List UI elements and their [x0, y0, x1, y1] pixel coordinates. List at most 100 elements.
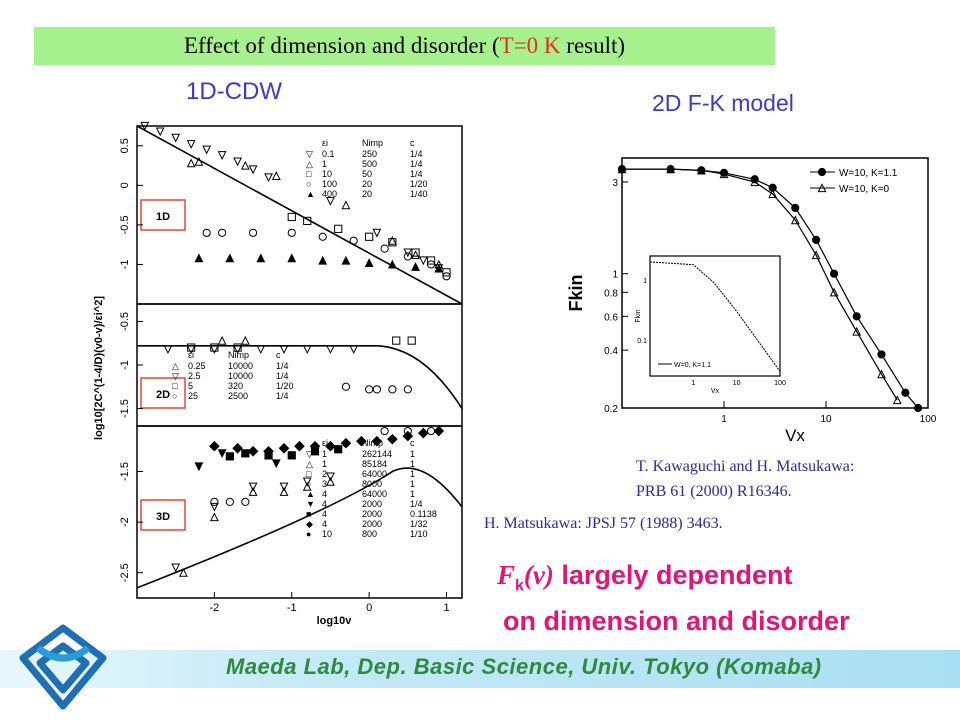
- panel-2D-data-point: [407, 336, 416, 345]
- panel-3D-data-point: [210, 497, 219, 506]
- fk-series-0-point: [914, 403, 923, 413]
- panel-3D-data-point: [287, 451, 296, 460]
- panel-3D-data-point: [209, 502, 219, 512]
- fk-series-0-point: [829, 269, 839, 278]
- panel-1D-ytick-label: -0.5: [119, 215, 131, 234]
- panel-1D-series-3: [202, 228, 451, 281]
- panel-1D-data-point: [303, 216, 312, 226]
- panel-1D-theory-curve: [136, 125, 463, 305]
- legend-header-nimp: Nimp: [362, 138, 383, 148]
- legend-eps-value: 25: [188, 391, 198, 401]
- slide-title: Effect of dimension and disorder (T=0 K …: [34, 33, 775, 59]
- panel-3D-ytick-label: -2: [119, 517, 131, 527]
- panel-3D-data-point: [403, 426, 412, 436]
- panel-2D-ytick-label: -0.5: [119, 312, 131, 331]
- legend-eps-value: 4: [322, 499, 327, 509]
- label-2d-fk-model: 2D F-K model: [652, 90, 794, 116]
- fk-series-1-point: [696, 165, 706, 175]
- legend-nimp-value: 2000: [362, 519, 382, 529]
- title-prefix: Effect of dimension and disorder (: [183, 33, 500, 58]
- panel-2D-series-0: [163, 345, 359, 355]
- panel-3D-data-point: [248, 482, 258, 492]
- panel-3D-data-point: [209, 512, 219, 522]
- panel-3D-data-point: [278, 442, 290, 454]
- legend-marker: ○: [172, 391, 177, 401]
- legend-c-value: 1/20: [410, 179, 428, 189]
- legend-eps-value: 10: [322, 169, 332, 179]
- fk-x-axis-label: Vx: [785, 426, 805, 445]
- legend-eps-value: 100: [322, 179, 337, 189]
- fk-y-tick-label: 0.8: [604, 288, 618, 299]
- legend-eps-value: 0.1: [322, 149, 335, 159]
- legend-marker: ○: [306, 179, 311, 189]
- panel-1D-series-0: [140, 121, 444, 274]
- panel-2D-data-point: [349, 345, 359, 355]
- panel-3D-ytick-label: -1.5: [119, 462, 131, 481]
- panel-2D-data-point: [217, 335, 227, 345]
- panel-1D-tag: 1D: [156, 211, 170, 223]
- reference-kawaguchi-line2: PRB 61 (2000) R16346.: [636, 483, 792, 500]
- panel-1D-theory-curve-group: [136, 125, 463, 305]
- fk-inset-curve: [649, 261, 781, 372]
- panel-1D-data-point: [418, 256, 428, 266]
- panel-3D-data-point: [264, 451, 273, 460]
- panel-2D-data-point: [302, 345, 312, 355]
- fk-series-0-point: [901, 388, 910, 397]
- panel-1D-data-point: [248, 228, 258, 237]
- legend-nimp-value: 64000: [362, 489, 387, 499]
- fk-series-0-point: [791, 203, 800, 212]
- panel-2D-frame: [136, 303, 463, 427]
- panel-1D-data-point: [411, 262, 420, 271]
- panel-2D-theory-curve: [137, 345, 463, 409]
- panel-1D-data-point: [202, 228, 211, 237]
- legend-header-c: c: [410, 138, 415, 148]
- panel-1D-data-point: [364, 258, 374, 267]
- legend-eps-value: 3: [322, 479, 327, 489]
- legend-header-nimp: Nimp: [228, 350, 249, 360]
- panel-1D-data-point: [240, 160, 250, 170]
- panel-1D-data-point: [372, 228, 382, 238]
- panel-3D-data-point: [241, 449, 250, 458]
- panel-1D-ytick-label: 0: [119, 182, 131, 188]
- legend-eps-value: 1: [322, 449, 327, 459]
- panel-2D-data-point: [388, 385, 397, 394]
- panel-1D-data-point: [411, 248, 420, 257]
- panel-2D-ytick-label: -1: [119, 360, 131, 370]
- panel-1D-data-point: [380, 244, 389, 253]
- legend-eps-value: 4: [322, 509, 327, 519]
- legend-marker: △: [306, 459, 313, 469]
- legend-c-value: 1/4: [410, 169, 423, 179]
- panel-2D-data-point: [240, 335, 250, 345]
- panel-1D-data-point: [202, 145, 212, 155]
- legend-nimp-value: 64000: [362, 469, 387, 479]
- legend-c-value: 1/4: [410, 149, 423, 159]
- legend-c-value: 1/4: [276, 361, 289, 371]
- fk-frame: [621, 157, 929, 409]
- panel-1D-data-point: [287, 212, 296, 222]
- x-axis-tick-label: 0: [366, 602, 372, 614]
- legend-nimp-value: 250: [362, 149, 377, 159]
- legend-marker: ▲: [306, 189, 315, 199]
- fk-series-1-point: [829, 287, 839, 297]
- panel-3D-series-2: [194, 449, 281, 472]
- panel-1D-data-point: [171, 133, 181, 143]
- panel-1D-data-point: [287, 228, 296, 237]
- panel-3D-data-point: [426, 426, 436, 436]
- panel-1D-data-point: [233, 157, 243, 167]
- fk-inset-y-label: Fkin: [635, 309, 642, 322]
- panel-2D-data-point: [163, 345, 173, 355]
- panel-2D-ytick-label: -1.5: [119, 399, 131, 418]
- panel-1D-data-point: [225, 253, 235, 263]
- conclusion-line2: on dimension and disorder: [503, 606, 850, 636]
- fk-series-1-point: [877, 369, 886, 379]
- legend-c-value: 1/40: [410, 189, 428, 199]
- panel-1D-data-point: [426, 256, 436, 265]
- panel-1D-series-4: [194, 253, 444, 273]
- x-axis-tick-label: -2: [209, 602, 219, 614]
- legend-eps-value: 2: [322, 469, 327, 479]
- panel-2D-data-point: [186, 345, 196, 355]
- panel-1D-data-point: [140, 121, 150, 131]
- panel-3D-data-point: [433, 425, 445, 437]
- panel-2D-data-point: [392, 336, 401, 345]
- fk-inset-frame: [649, 255, 781, 377]
